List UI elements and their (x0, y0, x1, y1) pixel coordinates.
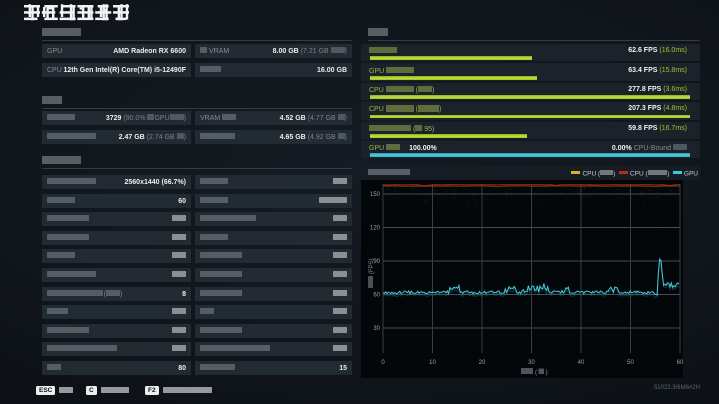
svg-text:120: 120 (370, 226, 381, 232)
svg-text:40: 40 (578, 360, 585, 366)
svg-text:30: 30 (528, 360, 535, 366)
svg-text:): ) (546, 369, 548, 376)
svg-text:0: 0 (381, 360, 385, 366)
svg-text:(: ( (535, 369, 538, 376)
svg-text:60: 60 (373, 293, 380, 299)
svg-text:90: 90 (373, 259, 380, 265)
svg-text:30: 30 (373, 326, 380, 332)
svg-text:150: 150 (370, 192, 381, 198)
svg-text:60: 60 (677, 360, 684, 366)
svg-text:10: 10 (429, 360, 436, 366)
svg-text:50: 50 (627, 360, 634, 366)
svg-text:20: 20 (479, 360, 486, 366)
